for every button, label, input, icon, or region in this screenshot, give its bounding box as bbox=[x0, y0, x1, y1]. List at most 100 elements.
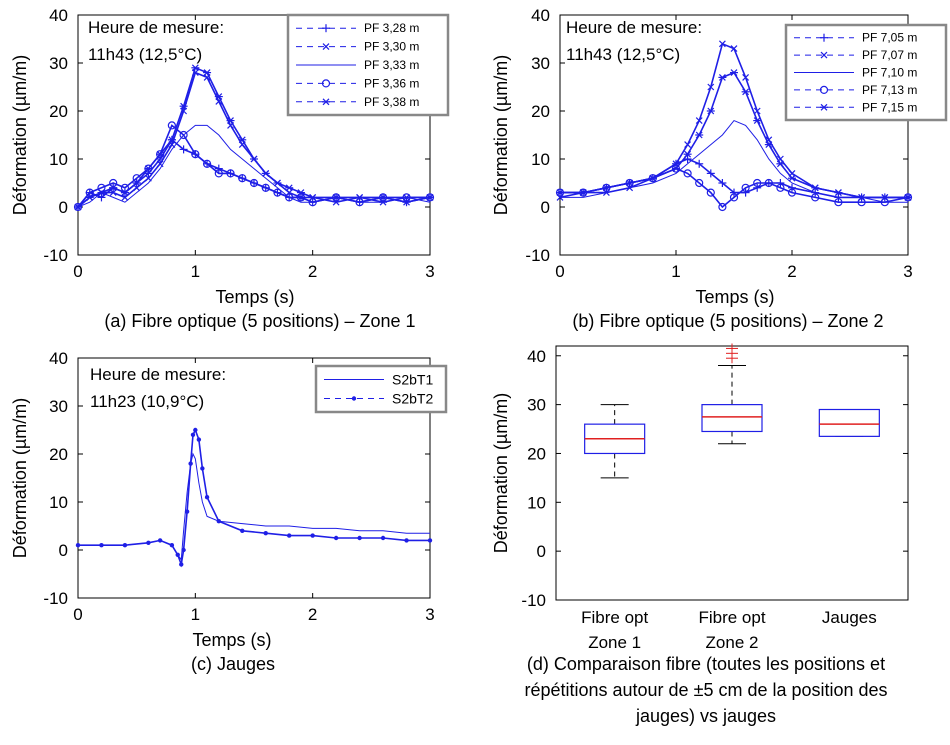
y-tick-label: 10 bbox=[527, 493, 546, 512]
data-point bbox=[296, 193, 306, 202]
series-3 bbox=[77, 124, 431, 208]
legend-marker bbox=[322, 98, 330, 106]
x-tick-label: 1 bbox=[671, 262, 680, 281]
data-point bbox=[380, 535, 386, 541]
data-point bbox=[776, 183, 785, 192]
data-point bbox=[156, 160, 164, 168]
x-tick-label: 2 bbox=[787, 262, 796, 281]
data-point bbox=[190, 432, 196, 437]
y-axis-label: Déformation (µm/m) bbox=[10, 55, 30, 215]
x-tick-label: 0 bbox=[555, 262, 564, 281]
y-tick-label: 30 bbox=[531, 54, 550, 73]
data-point bbox=[730, 45, 738, 53]
series-line bbox=[77, 124, 431, 208]
data-point bbox=[120, 183, 130, 192]
legend-box bbox=[314, 364, 448, 414]
data-point bbox=[404, 538, 409, 543]
data-point bbox=[169, 543, 175, 548]
data-point bbox=[834, 198, 843, 207]
data-point bbox=[602, 184, 610, 192]
data-point bbox=[146, 540, 151, 545]
data-point bbox=[881, 193, 889, 201]
data-point bbox=[427, 538, 433, 543]
data-point bbox=[121, 189, 129, 197]
data-point bbox=[168, 136, 176, 144]
data-point bbox=[75, 543, 81, 548]
data-point bbox=[74, 203, 82, 211]
box-body bbox=[701, 404, 763, 433]
data-point bbox=[649, 174, 657, 182]
data-point bbox=[811, 193, 820, 202]
data-point bbox=[776, 160, 784, 168]
data-point bbox=[274, 179, 281, 187]
series-4 bbox=[73, 121, 435, 212]
data-point bbox=[308, 198, 317, 207]
data-point bbox=[695, 131, 703, 139]
data-point bbox=[730, 69, 738, 77]
legend-label: PF 7,13 m bbox=[862, 83, 917, 97]
y-tick-label: -10 bbox=[525, 246, 550, 265]
data-point bbox=[764, 178, 773, 188]
x-tick-label: 0 bbox=[73, 605, 82, 624]
y-tick-label: -10 bbox=[43, 246, 68, 265]
data-point bbox=[857, 198, 866, 207]
category-label: Zone 1 bbox=[588, 633, 641, 652]
y-tick-label: 20 bbox=[527, 444, 546, 463]
data-point bbox=[880, 198, 889, 207]
data-point bbox=[332, 193, 340, 201]
data-point bbox=[684, 141, 692, 149]
data-point bbox=[238, 174, 247, 183]
data-point bbox=[684, 150, 692, 158]
x-tick-label: 1 bbox=[191, 262, 200, 281]
data-point bbox=[261, 183, 270, 192]
data-point bbox=[904, 193, 912, 201]
data-point bbox=[175, 552, 180, 557]
series-line bbox=[77, 124, 430, 208]
x-tick-label: 0 bbox=[73, 262, 82, 281]
data-point bbox=[250, 155, 258, 163]
legend-label: PF 3,36 m bbox=[364, 76, 419, 90]
panel-b: -10 0 10 20 30 40 Déformation (µm/m) 0 1 2 3 Temps … bbox=[491, 6, 948, 331]
data-point bbox=[742, 73, 750, 81]
caption-line: jauges) vs jauges bbox=[635, 706, 776, 726]
legend-label: PF 7,15 m bbox=[862, 100, 917, 114]
data-point bbox=[99, 543, 104, 548]
data-point bbox=[379, 198, 387, 206]
data-point bbox=[556, 189, 564, 197]
box-3: Jauges bbox=[818, 408, 880, 627]
data-point bbox=[356, 193, 364, 201]
data-point bbox=[310, 533, 315, 538]
data-point bbox=[753, 117, 761, 125]
data-point bbox=[403, 193, 410, 201]
y-tick-label: 0 bbox=[59, 198, 68, 217]
y-tick-label: 0 bbox=[541, 198, 550, 217]
data-point bbox=[157, 538, 163, 543]
y-axis-label: Déformation (µm/m) bbox=[10, 398, 30, 558]
series-1 bbox=[78, 452, 430, 561]
legend-label: PF 3,28 m bbox=[364, 21, 419, 35]
data-point bbox=[378, 193, 388, 202]
legend-label: PF 7,07 m bbox=[862, 48, 917, 62]
data-point bbox=[156, 150, 164, 158]
legend-label: PF 3,33 m bbox=[364, 58, 419, 72]
caption: (c) Jauges bbox=[191, 654, 275, 674]
data-point bbox=[718, 202, 727, 212]
data-point bbox=[85, 188, 94, 197]
y-tick-label: 10 bbox=[49, 493, 68, 512]
data-point bbox=[579, 189, 587, 197]
data-point bbox=[109, 178, 118, 188]
data-point bbox=[179, 130, 188, 140]
data-point bbox=[203, 69, 211, 77]
legend-label: S2bT1 bbox=[392, 372, 433, 388]
legend-label: PF 7,05 m bbox=[862, 31, 917, 45]
legend: PF 7,05 m PF 7,07 m PF 7,10 m PF 7,13 m PF 7… bbox=[784, 23, 948, 122]
series-2 bbox=[75, 427, 433, 568]
data-point bbox=[787, 188, 797, 197]
caption: (a) Fibre optique (5 positions) – Zone 1 bbox=[104, 311, 415, 331]
data-point bbox=[742, 88, 750, 96]
x-tick-label: 2 bbox=[308, 605, 317, 624]
data-point bbox=[811, 184, 819, 192]
category-label: Jauges bbox=[822, 608, 877, 627]
data-point bbox=[97, 183, 106, 192]
